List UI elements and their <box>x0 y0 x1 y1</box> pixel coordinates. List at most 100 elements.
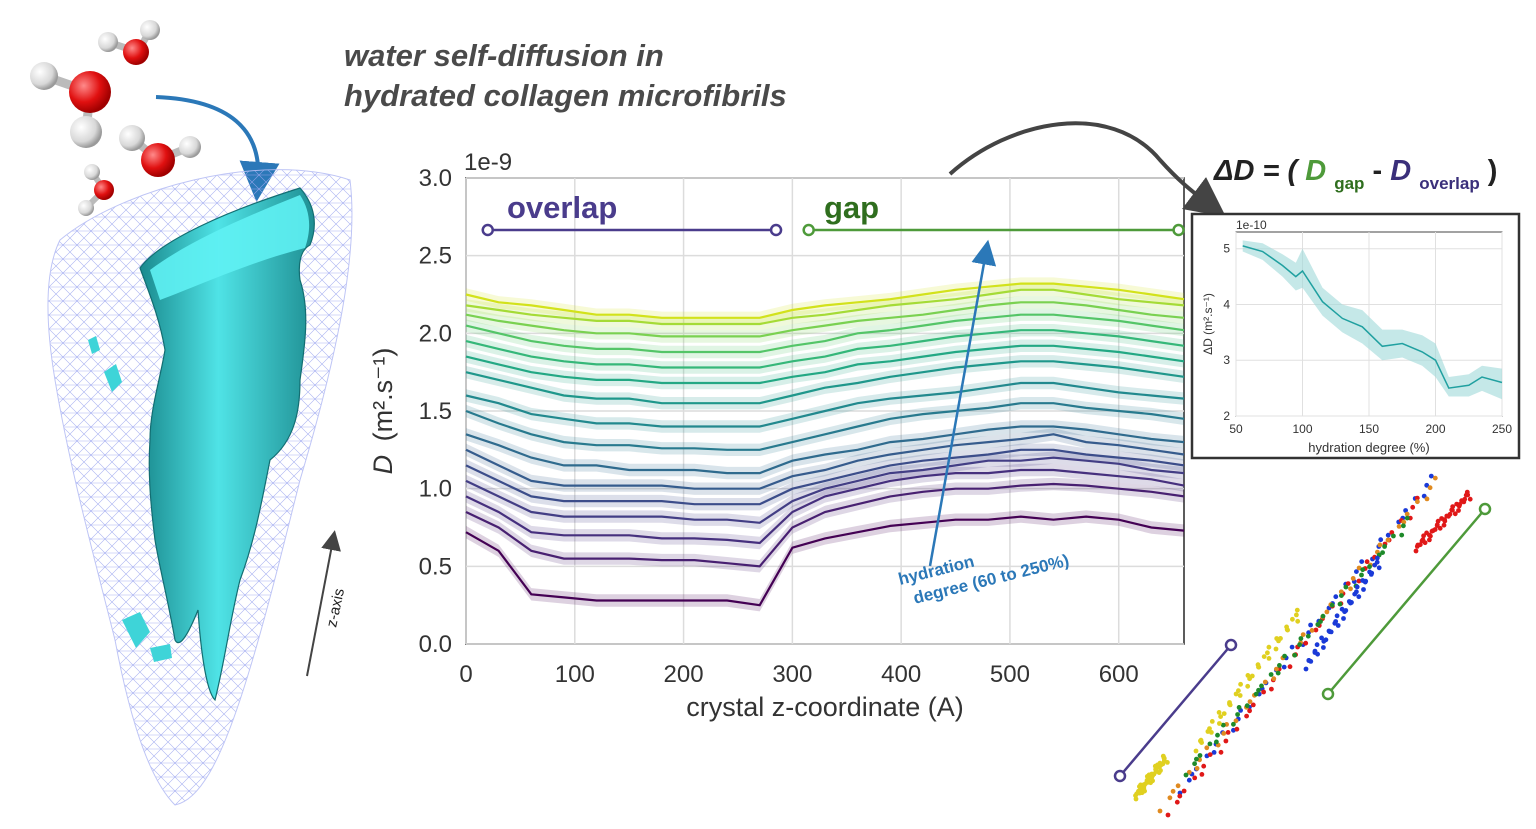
trajectory-dot <box>1456 508 1461 513</box>
trajectory-dot <box>1223 738 1229 744</box>
trajectory-dot <box>1467 496 1473 502</box>
trajectory-dot <box>1167 795 1173 801</box>
trajectory-dot <box>1413 548 1419 554</box>
trajectory-dot <box>1255 662 1261 668</box>
trajectory-dot <box>1194 756 1199 762</box>
x-tick-label: 0 <box>459 661 472 688</box>
inset-confidence-band <box>1242 240 1502 400</box>
trajectory-dot <box>1245 683 1251 689</box>
trajectory-dot <box>1354 589 1359 595</box>
series-band <box>466 428 1184 495</box>
trajectory-dot <box>1284 624 1289 630</box>
trajectory-dot <box>1181 788 1187 794</box>
trajectory-dot <box>1192 761 1197 767</box>
trajectory-dot <box>1253 691 1259 697</box>
series-line <box>465 360 1185 405</box>
trajectory-dot <box>1300 632 1306 637</box>
trajectory-dots-illustration <box>1113 473 1492 818</box>
inset-x-tick-label: 150 <box>1359 422 1379 436</box>
trajectory-dot <box>1434 523 1440 528</box>
inset-x-tick-label: 100 <box>1292 422 1312 436</box>
trajectory-dot <box>1303 640 1309 646</box>
x-tick-label: 400 <box>881 661 921 688</box>
x-tick-label: 500 <box>990 661 1030 688</box>
gap-diagonal-marker <box>1321 502 1492 701</box>
trajectory-dot <box>1281 664 1287 670</box>
trajectory-dot <box>1237 693 1243 698</box>
series-line <box>465 482 1185 568</box>
trajectory-dot <box>1309 628 1315 633</box>
trajectory-dot <box>1339 606 1345 612</box>
trajectory-dot <box>1345 581 1351 586</box>
title-line-2: hydrated collagen microfibrils <box>344 78 787 113</box>
trajectory-dot <box>1204 745 1210 751</box>
trajectory-dot <box>1269 686 1274 692</box>
diffusion-line-chart: 0 100 200 300 400 500 600 0.0 0.5 1.0 1.5 2.0 2.5 3.… <box>368 149 1185 722</box>
series-band <box>466 510 1184 612</box>
trajectory-dot <box>1194 766 1200 771</box>
confidence-bands <box>466 277 1184 612</box>
trajectory-dot <box>1225 730 1231 735</box>
trajectory-dot <box>1333 594 1339 600</box>
trajectory-dot <box>1359 572 1364 578</box>
trajectory-dot <box>1424 530 1429 536</box>
delta-d-formula: ΔD = ( D gap - D overlap ) <box>1213 155 1497 196</box>
water-molecule <box>119 125 201 177</box>
series-line <box>465 402 1185 451</box>
trajectory-dot <box>1376 565 1382 571</box>
trajectory-dot <box>1377 542 1383 548</box>
trajectory-dot <box>1249 673 1255 679</box>
trajectory-dot <box>1234 726 1240 732</box>
y-axis-units: (m².s⁻¹) <box>368 348 398 442</box>
trajectory-dot <box>1346 599 1352 604</box>
trajectory-dot <box>1367 564 1372 570</box>
series-band <box>466 277 1184 324</box>
trajectory-dot <box>1306 630 1311 636</box>
series-band <box>466 283 1184 331</box>
trajectory-dot <box>1424 496 1430 502</box>
trajectory-dot <box>1183 772 1189 778</box>
trajectory-dot <box>1247 708 1252 714</box>
trajectory-dot <box>1261 689 1266 695</box>
trajectory-dot <box>1244 703 1250 709</box>
trajectory-dot <box>1374 555 1380 561</box>
trajectory-dot <box>1444 513 1450 519</box>
trajectory-dot <box>1236 705 1242 710</box>
trajectory-dot <box>1231 721 1236 727</box>
trajectory-dot <box>1323 637 1329 643</box>
trajectory-dot <box>1247 699 1253 704</box>
trajectory-dot <box>1289 644 1295 650</box>
trajectory-dot <box>1209 719 1215 724</box>
trajectory-dot <box>1324 609 1330 615</box>
trajectory-dot <box>1378 537 1384 543</box>
trajectory-dot <box>1404 515 1410 521</box>
trajectory-dot <box>1259 683 1264 689</box>
trajectory-dot <box>1141 782 1146 788</box>
trajectory-dot <box>1274 666 1279 672</box>
series-line <box>465 468 1185 545</box>
trajectory-dot <box>1199 772 1205 777</box>
trajectory-dot <box>1361 587 1366 592</box>
inset-y-tick-labels: 2 3 4 5 <box>1223 242 1230 423</box>
trajectory-dot <box>1298 636 1304 641</box>
series-band <box>466 296 1184 343</box>
trajectory-dot <box>1356 594 1362 600</box>
trajectory-dot <box>1338 589 1344 595</box>
trajectory-dot <box>1218 749 1224 755</box>
trajectory-dot <box>1233 718 1239 724</box>
trajectory-dot <box>1186 769 1192 775</box>
y-tick-label: 3.0 <box>419 165 452 192</box>
trajectory-dot <box>1421 533 1426 539</box>
trajectory-dot <box>1227 700 1232 705</box>
trajectory-dot <box>1265 650 1270 656</box>
series-line <box>465 515 1185 607</box>
trajectory-dot <box>1274 636 1280 641</box>
trajectory-dot <box>1211 750 1217 755</box>
series-line <box>465 381 1185 428</box>
trajectory-dot <box>1157 760 1163 766</box>
trajectory-dot <box>1359 559 1365 564</box>
gap-range-marker <box>802 223 1185 237</box>
trajectory-dot <box>1295 618 1301 624</box>
trajectory-dot <box>1282 653 1287 659</box>
trajectory-dot <box>1218 714 1223 719</box>
